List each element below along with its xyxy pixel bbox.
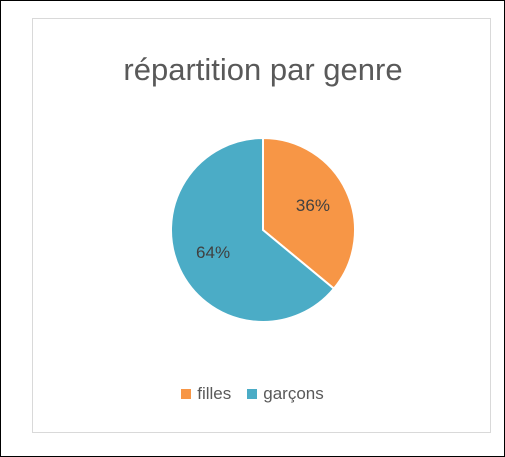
legend-item: filles xyxy=(181,384,231,404)
data-label: 36% xyxy=(296,196,330,215)
chart-title: répartition par genre xyxy=(123,52,402,87)
chart-area xyxy=(32,18,491,433)
legend-swatch xyxy=(247,389,258,399)
pie-slice xyxy=(170,136,336,323)
data-label: 64% xyxy=(196,243,230,262)
legend-item: garçons xyxy=(247,384,324,404)
legend-label: filles xyxy=(197,384,232,403)
legend-label: garçons xyxy=(263,384,324,403)
pie-slice xyxy=(262,136,356,291)
legend: filles garçons xyxy=(0,384,505,404)
legend-swatch xyxy=(181,389,192,399)
